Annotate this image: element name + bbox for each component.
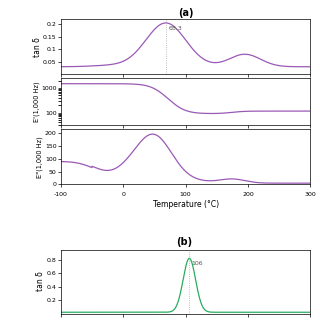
Text: 68.3: 68.3: [168, 27, 182, 31]
Y-axis label: tan δ: tan δ: [36, 272, 45, 292]
X-axis label: Temperature (°C): Temperature (°C): [153, 200, 219, 209]
Y-axis label: tan δ: tan δ: [33, 37, 42, 57]
Title: (a): (a): [178, 8, 193, 19]
Text: 106: 106: [192, 261, 204, 266]
Text: (b): (b): [176, 237, 192, 247]
Y-axis label: E"(1,000 Hz): E"(1,000 Hz): [37, 136, 44, 178]
Y-axis label: E'(1,000 Hz): E'(1,000 Hz): [33, 82, 40, 122]
